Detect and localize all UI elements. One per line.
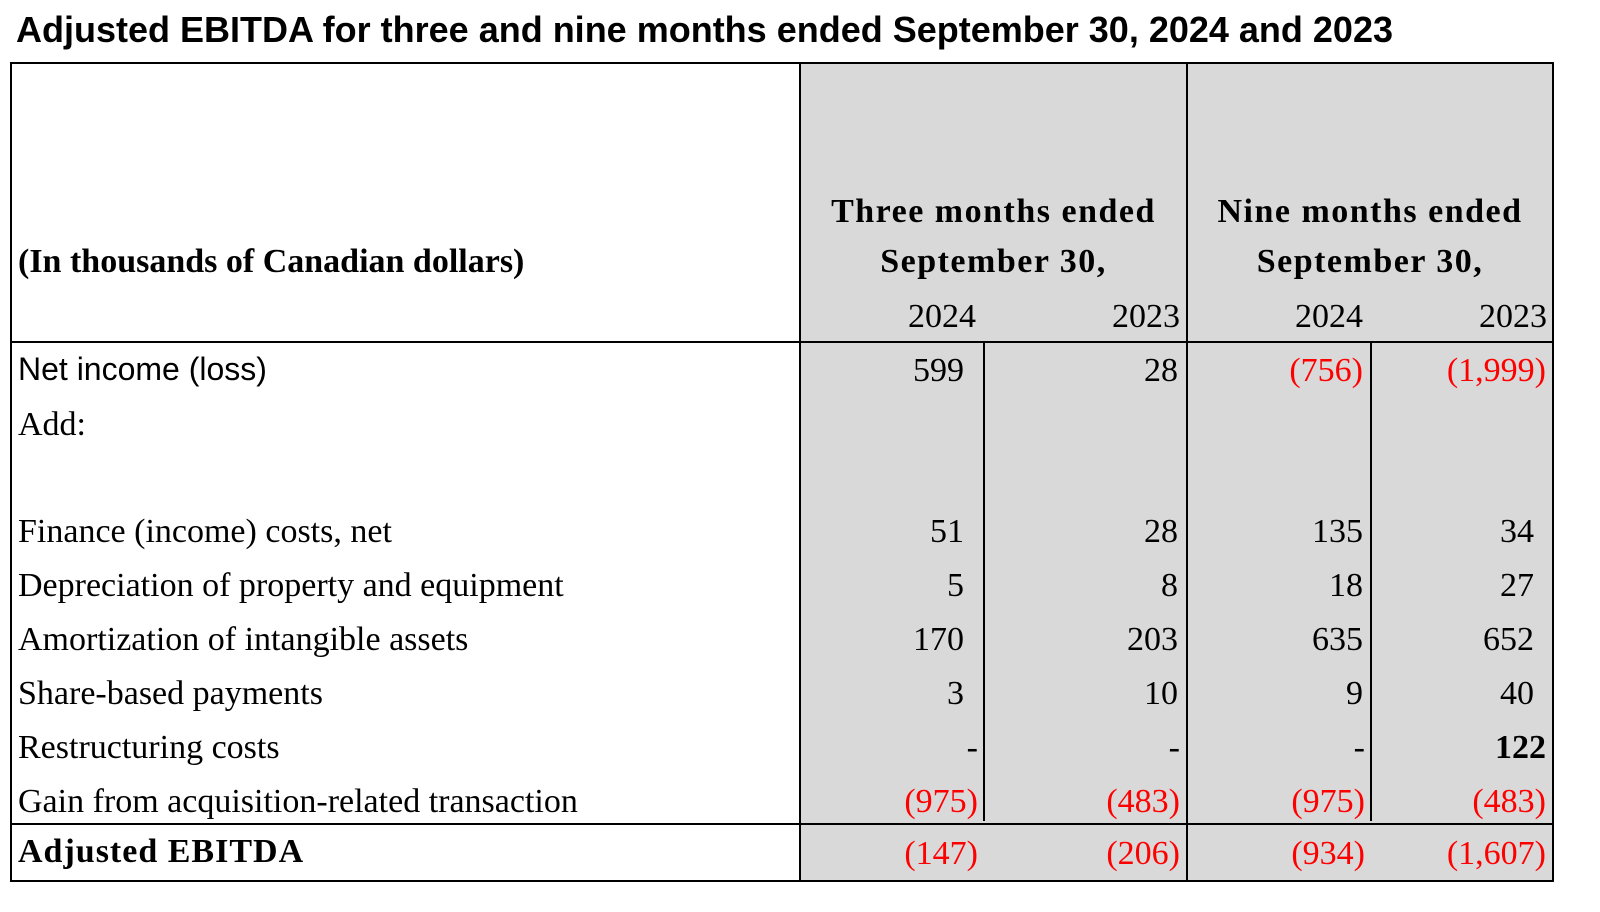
three-months-year-divider xyxy=(983,343,985,821)
three-months-header-line2: September 30, xyxy=(880,243,1107,280)
row-label: Restructuring costs xyxy=(18,729,280,766)
value-cell: 51 xyxy=(930,513,964,550)
row-label: Net income (loss) xyxy=(18,351,267,387)
value-cell: (756) xyxy=(1289,352,1363,389)
nine-months-header-line2: September 30, xyxy=(1256,243,1484,280)
value-cell: 5 xyxy=(947,567,964,604)
value-cell: 599 xyxy=(913,352,964,389)
value-cell: (975) xyxy=(904,783,978,820)
value-cell: (483) xyxy=(1472,783,1546,820)
total-row-label: Adjusted EBITDA xyxy=(18,833,305,870)
row-label: Depreciation of property and equipment xyxy=(18,567,564,604)
value-cell: 635 xyxy=(1312,621,1363,658)
total-value-cell: (1,607) xyxy=(1446,835,1546,872)
three-months-header: Three months ended September 30, xyxy=(801,187,1186,287)
value-cell: 28 xyxy=(1144,352,1178,389)
total-divider xyxy=(12,823,1552,825)
value-cell: - xyxy=(1168,729,1180,766)
nine-months-header-line1: Nine months ended xyxy=(1217,193,1523,230)
value-cell: (483) xyxy=(1106,783,1180,820)
value-cell: 10 xyxy=(1144,675,1178,712)
value-cell: 8 xyxy=(1161,567,1178,604)
value-cell: 122 xyxy=(1495,729,1546,766)
value-cell: 18 xyxy=(1329,567,1363,604)
year-header: 2024 xyxy=(908,298,976,335)
value-cell: 203 xyxy=(1127,621,1178,658)
ebitda-table: (In thousands of Canadian dollars) Three… xyxy=(10,62,1554,882)
value-cell: - xyxy=(1353,729,1365,766)
value-cell: (975) xyxy=(1291,783,1365,820)
value-cell: 40 xyxy=(1500,675,1534,712)
header-divider xyxy=(12,341,1552,343)
nine-months-year-divider xyxy=(1370,343,1372,821)
value-cell: 170 xyxy=(913,621,964,658)
value-cell: 135 xyxy=(1312,513,1363,550)
total-value-cell: (147) xyxy=(904,835,978,872)
three-months-header-line1: Three months ended xyxy=(831,193,1156,230)
units-label: (In thousands of Canadian dollars) xyxy=(18,243,525,280)
value-cell: 34 xyxy=(1500,513,1534,550)
value-cell: 28 xyxy=(1144,513,1178,550)
nine-months-header: Nine months ended September 30, xyxy=(1188,187,1552,287)
period-group-divider xyxy=(1186,64,1188,880)
value-cell: 9 xyxy=(1346,675,1363,712)
shaded-value-columns xyxy=(801,64,1552,880)
value-cell: - xyxy=(966,729,978,766)
row-label: Amortization of intangible assets xyxy=(18,621,469,658)
year-header: 2024 xyxy=(1295,298,1363,335)
row-label: Finance (income) costs, net xyxy=(18,513,392,550)
year-header: 2023 xyxy=(1479,298,1547,335)
value-cell: 652 xyxy=(1483,621,1534,658)
year-header: 2023 xyxy=(1112,298,1180,335)
total-value-cell: (934) xyxy=(1291,835,1365,872)
value-cell: 3 xyxy=(947,675,964,712)
row-label: Share-based payments xyxy=(18,675,323,712)
label-column-divider xyxy=(799,64,801,880)
row-label: Add: xyxy=(18,406,86,443)
page-title: Adjusted EBITDA for three and nine month… xyxy=(16,9,1393,50)
value-cell: 27 xyxy=(1500,567,1534,604)
value-cell: (1,999) xyxy=(1446,352,1546,389)
row-label: Gain from acquisition-related transactio… xyxy=(18,783,578,820)
total-value-cell: (206) xyxy=(1106,835,1180,872)
